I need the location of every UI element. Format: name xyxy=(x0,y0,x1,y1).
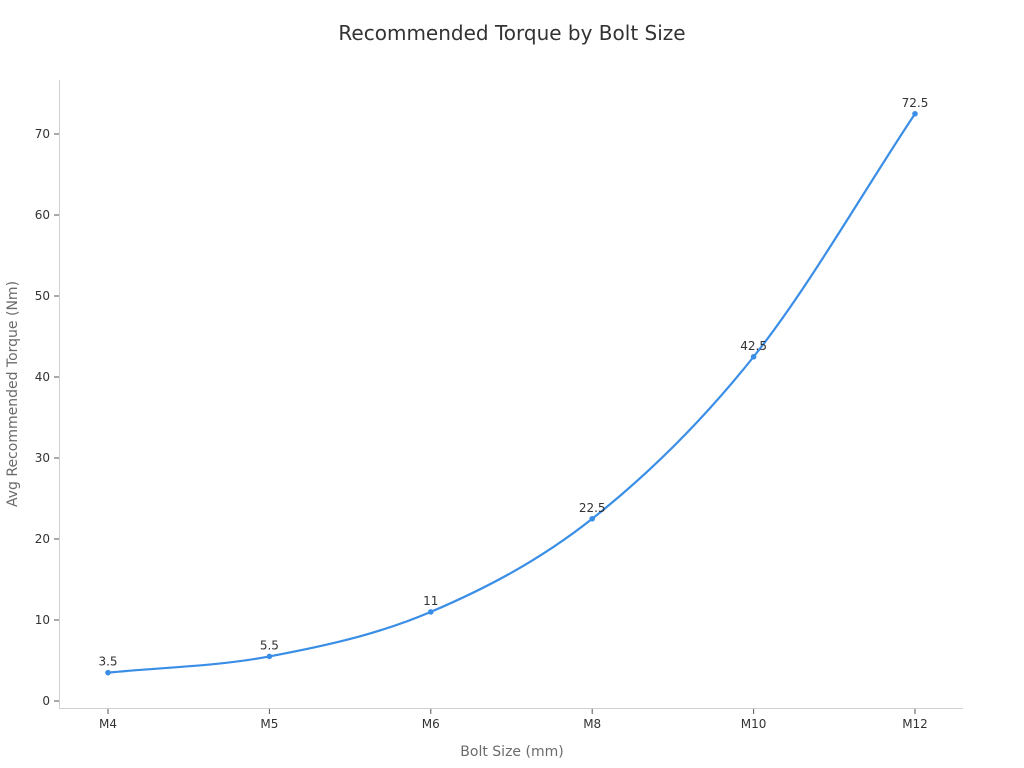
y-axis: 0 10 20 30 40 50 60 70 xyxy=(35,80,60,708)
data-point xyxy=(750,353,757,360)
data-label: 42.5 xyxy=(740,339,767,353)
data-label: 72.5 xyxy=(902,96,929,110)
y-tick-label: 0 xyxy=(42,694,50,708)
series-line xyxy=(106,112,917,674)
data-label: 22.5 xyxy=(579,501,606,515)
y-tick-label: 30 xyxy=(35,451,50,465)
y-axis-title: Avg Recommended Torque (Nm) xyxy=(5,281,21,507)
x-tick-label: M12 xyxy=(902,717,928,731)
data-label: 11 xyxy=(423,594,438,608)
data-label: 3.5 xyxy=(98,655,117,669)
y-tick-label: 10 xyxy=(35,613,50,627)
x-tick-label: M10 xyxy=(741,717,767,731)
data-point xyxy=(266,653,273,660)
data-point xyxy=(105,669,111,676)
series-torque: 3.5 5.5 11 22.5 42.5 72.5 xyxy=(98,96,928,676)
y-tick-label: 40 xyxy=(35,370,50,384)
x-tick-label: M5 xyxy=(260,717,278,731)
x-tick-label: M8 xyxy=(583,717,601,731)
x-axis-title: Bolt Size (mm) xyxy=(460,744,563,760)
y-axis-ticks: 0 10 20 30 40 50 60 70 xyxy=(35,127,59,708)
data-label: 5.5 xyxy=(260,638,279,652)
data-points xyxy=(105,110,918,676)
y-tick-label: 60 xyxy=(35,208,50,222)
y-tick-label: 50 xyxy=(35,289,50,303)
y-tick-label: 20 xyxy=(35,532,50,546)
x-tick-label: M6 xyxy=(422,717,440,731)
data-point xyxy=(589,515,595,522)
x-tick-label: M4 xyxy=(99,717,117,731)
data-labels: 3.5 5.5 11 22.5 42.5 72.5 xyxy=(98,96,928,669)
data-point xyxy=(912,110,918,117)
x-axis-ticks: M4 M5 M6 M8 M10 M12 xyxy=(99,709,928,731)
data-point xyxy=(428,609,434,615)
y-tick-label: 70 xyxy=(35,127,50,141)
x-axis: M4 M5 M6 M8 M10 M12 xyxy=(59,708,963,731)
chart-title: Recommended Torque by Bolt Size xyxy=(338,21,685,45)
